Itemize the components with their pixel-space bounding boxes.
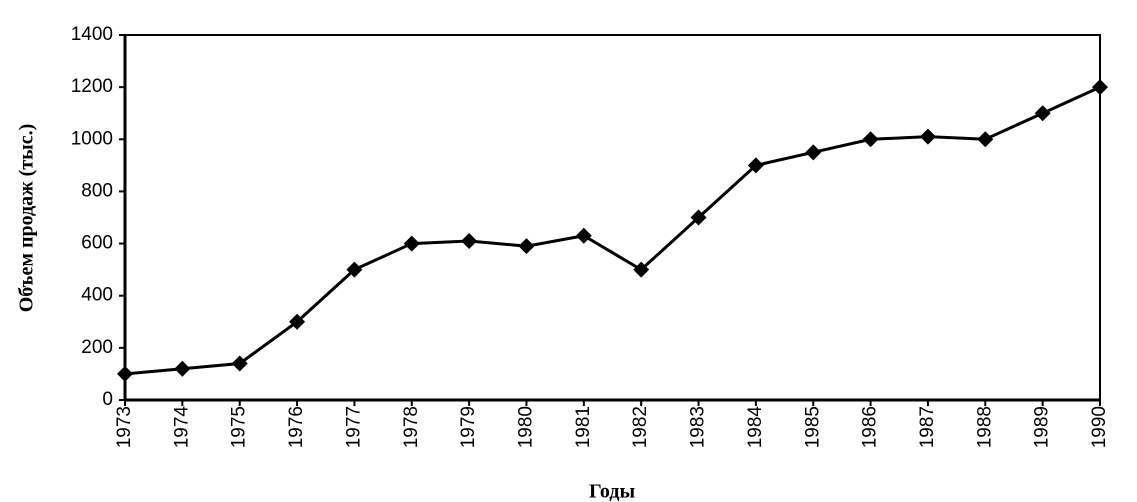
marker [1034,105,1051,122]
x-tick-label: 1978 [401,406,422,448]
x-tick-label: 1989 [1032,406,1053,448]
x-tick-label: 1980 [515,406,536,448]
x-tick-label: 1988 [974,406,995,448]
marker [862,131,879,148]
x-tick-label: 1974 [171,406,192,449]
x-tick-label: 1982 [630,406,651,448]
marker [575,227,592,244]
y-tick-label: 200 [81,337,113,358]
marker [977,131,994,148]
x-tick-label: 1975 [229,406,250,448]
x-tick-label: 1977 [343,406,364,448]
x-axis-title: Годы [589,481,636,502]
x-tick-label: 1983 [688,406,709,448]
marker [117,365,133,382]
x-tick-label: 1976 [286,406,307,448]
marker [346,261,363,278]
y-tick-label: 1000 [71,128,113,149]
x-tick-label: 1979 [458,406,479,448]
plot-frame [124,34,1101,401]
x-tick-label: 1984 [745,406,766,449]
marker [690,209,707,226]
x-tick-label: 1981 [573,406,594,448]
y-tick-label: 600 [81,233,113,254]
marker [805,144,822,161]
marker [403,235,420,252]
x-tick-label: 1990 [1089,406,1110,448]
x-tick-label: 1973 [114,406,135,448]
x-tick-label: 1986 [860,406,881,448]
marker [747,157,764,174]
line [124,85,1101,376]
y-axis-title: Объем продаж (тыс.) [16,124,38,313]
marker [289,313,306,330]
y-tick-label: 1400 [71,24,113,45]
y-tick-label: 1200 [71,76,113,97]
marker [231,355,248,372]
marker [633,261,650,278]
marker [174,360,191,377]
x-tick-label: 1985 [802,406,823,448]
marker [919,128,936,145]
y-tick-label: 400 [81,285,113,306]
y-tick-label: 800 [81,180,113,201]
marker [461,232,478,249]
marker [1092,79,1108,96]
marker [518,238,535,255]
y-tick-label: 0 [102,389,113,410]
x-tick-label: 1987 [917,406,938,448]
